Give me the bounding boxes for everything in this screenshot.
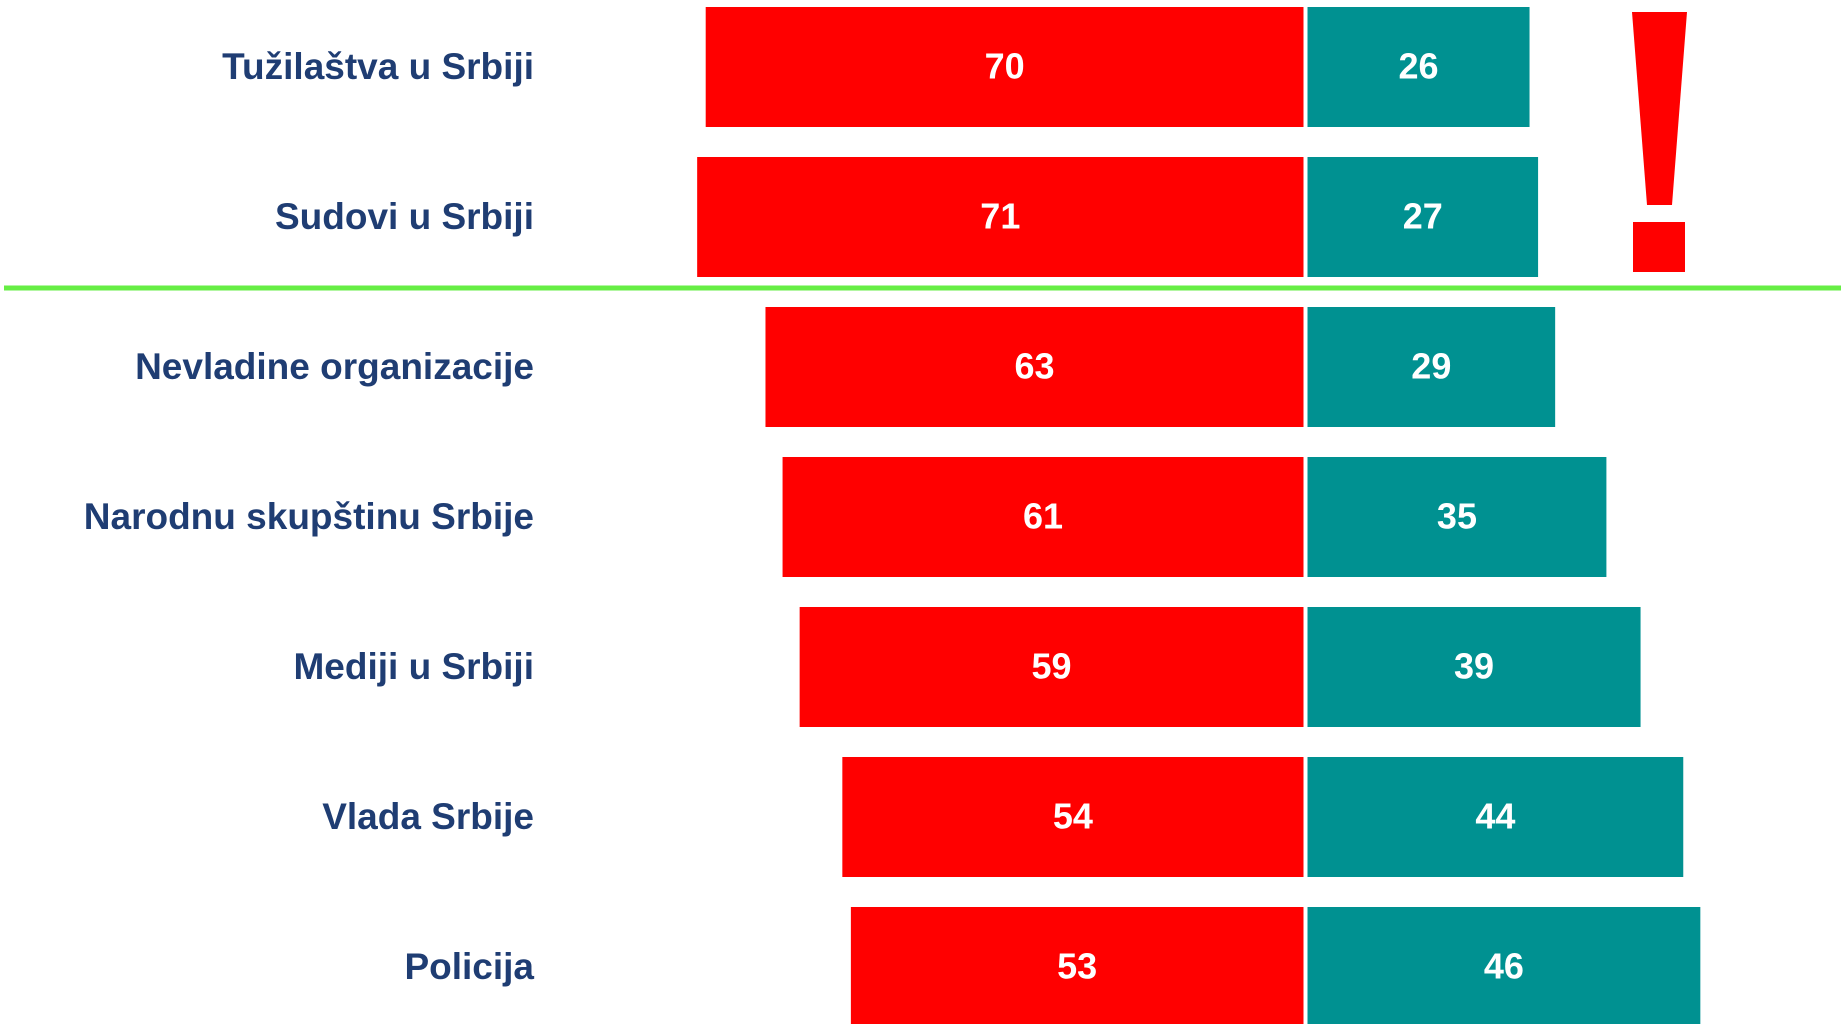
category-label: Sudovi u Srbiji <box>275 196 534 237</box>
value-label: 46 <box>1484 946 1524 987</box>
category-label: Vlada Srbije <box>322 796 534 837</box>
value-label: 27 <box>1403 196 1443 237</box>
category-label: Mediji u Srbiji <box>293 646 534 687</box>
bar <box>1307 7 1530 127</box>
category-label: Nevladine organizacije <box>135 346 534 387</box>
bar <box>705 7 1304 127</box>
value-label: 71 <box>980 196 1020 237</box>
value-label: 26 <box>1398 46 1438 87</box>
value-label: 29 <box>1411 346 1451 387</box>
bar <box>1307 907 1701 1024</box>
bar <box>697 157 1304 277</box>
bar <box>1307 157 1539 277</box>
bar <box>799 607 1304 727</box>
bar <box>850 907 1304 1024</box>
value-label: 54 <box>1053 796 1093 837</box>
value-label: 61 <box>1023 496 1063 537</box>
value-label: 70 <box>985 46 1025 87</box>
value-label: 44 <box>1475 796 1515 837</box>
exclamation-mark <box>1632 12 1687 272</box>
bar <box>1307 607 1641 727</box>
value-label: 39 <box>1454 646 1494 687</box>
bar <box>1307 457 1607 577</box>
value-label: 53 <box>1057 946 1097 987</box>
category-label: Tužilaštva u Srbiji <box>222 46 534 87</box>
bar <box>782 457 1304 577</box>
category-label: Narodnu skupštinu Srbije <box>84 496 534 537</box>
value-label: 59 <box>1032 646 1072 687</box>
bar <box>1307 307 1556 427</box>
bar <box>765 307 1304 427</box>
category-label: Policija <box>404 946 534 987</box>
bar <box>1307 757 1684 877</box>
value-label: 63 <box>1014 346 1054 387</box>
value-label: 35 <box>1437 496 1477 537</box>
bar <box>842 757 1304 877</box>
